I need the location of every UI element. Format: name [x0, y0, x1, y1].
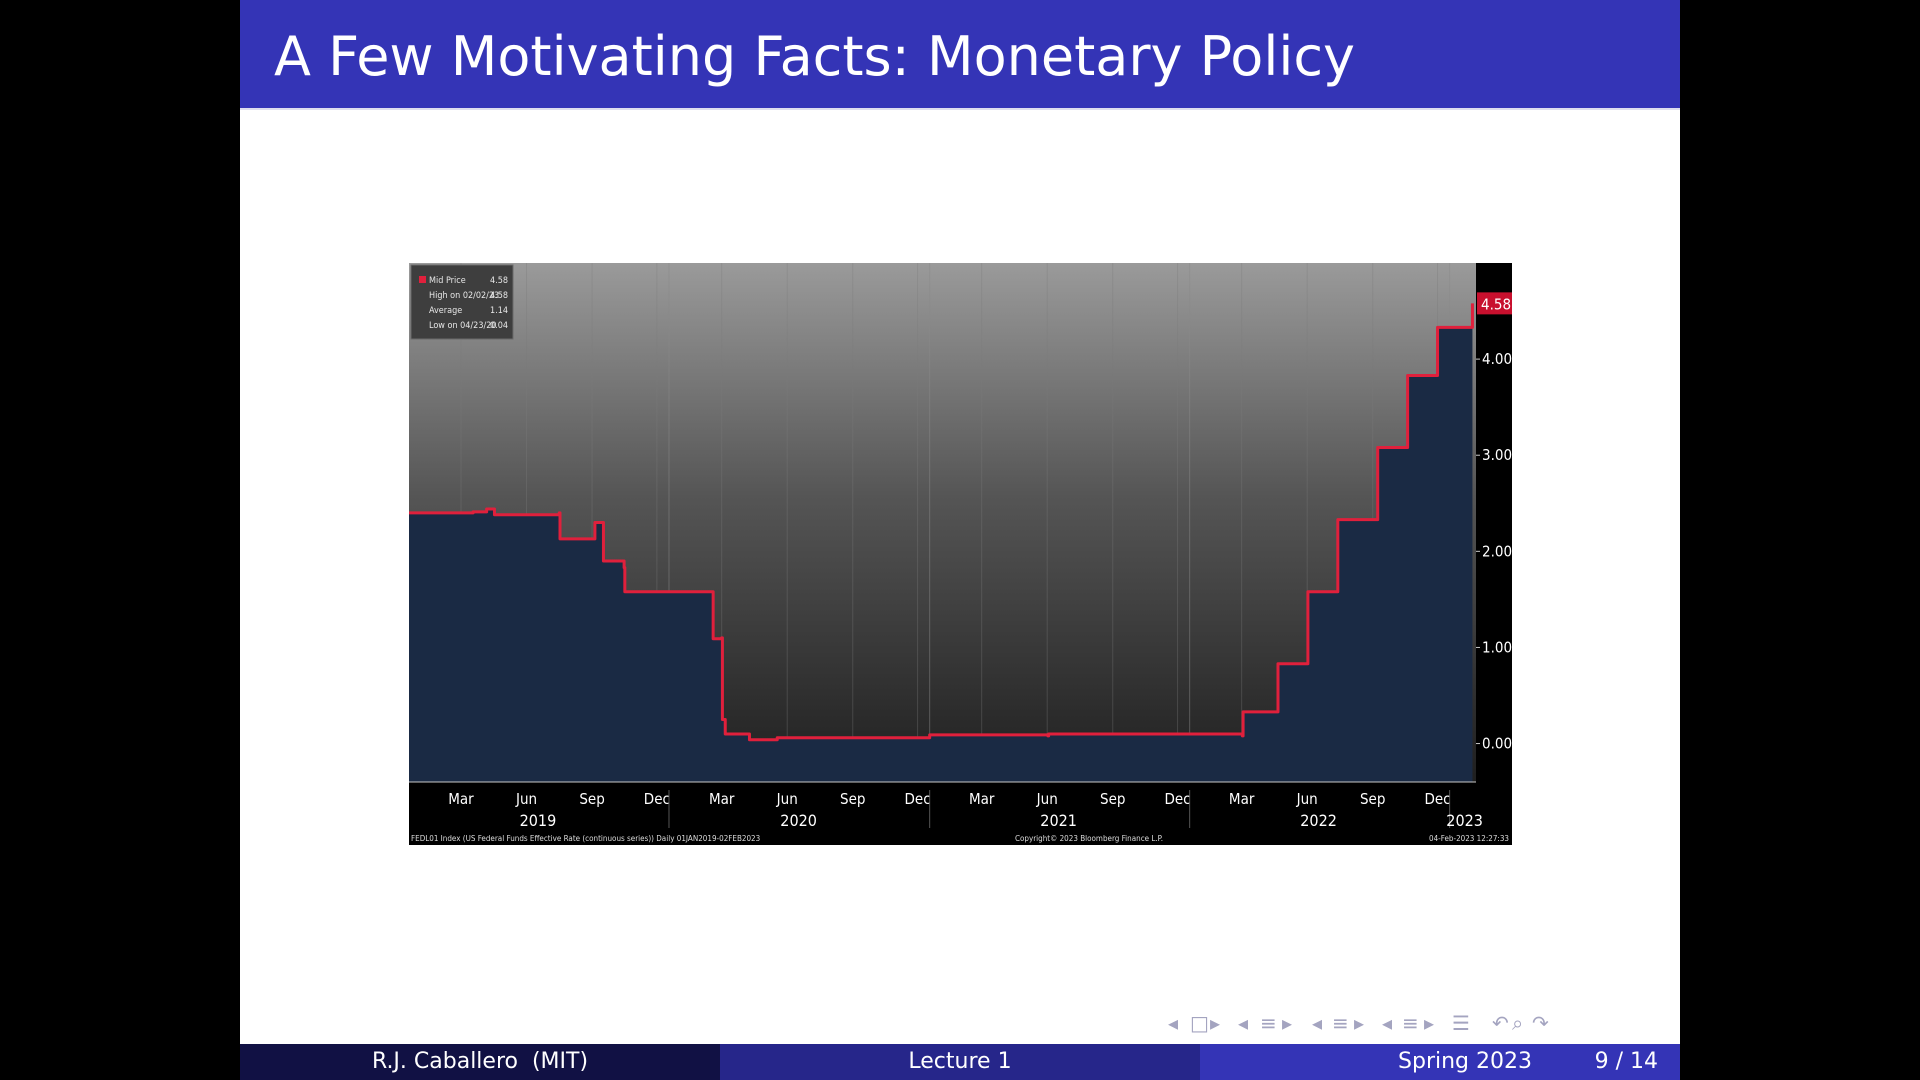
footer-author: R.J. Caballero (MIT) [371, 1049, 589, 1074]
next-arrow-icon[interactable]: ▸ [1354, 1011, 1365, 1035]
rate-area [409, 303, 1473, 782]
prev-arrow-icon[interactable]: ◂ [1168, 1011, 1179, 1035]
forward-icon[interactable]: ↷ [1532, 1011, 1549, 1035]
x-year-label: 2022 [1300, 811, 1337, 830]
y-tick-label: 2.00 [1482, 542, 1512, 560]
footer-lecture-section: Lecture 1 [720, 1044, 1200, 1080]
subsection-icon[interactable]: ≡ [1260, 1011, 1277, 1035]
footer-date-section: Spring 2023 9 / 14 [1200, 1044, 1680, 1080]
title-bar: A Few Motivating Facts: Monetary Policy [240, 0, 1680, 110]
footer-date: Spring 2023 [1398, 1049, 1532, 1074]
legend-label: Mid Price [429, 276, 466, 286]
legend-value: 0.04 [490, 321, 508, 331]
x-month-label: Sep [840, 790, 865, 808]
last-value-badge [1477, 292, 1512, 315]
x-month-label: Mar [1229, 790, 1255, 808]
footer-author-section: R.J. Caballero (MIT) [240, 1044, 720, 1080]
x-year-label: 2023 [1446, 811, 1483, 830]
slide-title: A Few Motivating Facts: Monetary Policy [274, 25, 1356, 88]
y-tick-label: 3.00 [1482, 446, 1512, 464]
slide-footer: R.J. Caballero (MIT) Lecture 1 Spring 20… [240, 1044, 1680, 1080]
search-icon[interactable]: ⌕ [1512, 1011, 1524, 1035]
timestamp-note: 04-Feb-2023 12:27:33 [1429, 834, 1509, 843]
frame-icon[interactable]: □ [1190, 1011, 1209, 1035]
y-tick-label: 0.00 [1482, 735, 1512, 753]
prev-arrow-icon[interactable]: ◂ [1312, 1011, 1323, 1035]
x-month-label: Sep [579, 790, 604, 808]
x-year-label: 2019 [520, 811, 557, 830]
x-month-label: Sep [1360, 790, 1385, 808]
beamer-navigation: ◂ □ ▸ ◂ ≡ ▸ ◂ ≡ ▸ ◂ ≡ ▸ ☰ ↶ ⌕ ↷ [240, 1005, 1680, 1043]
legend-value: 1.14 [490, 306, 508, 316]
last-value-label: 4.58 [1481, 295, 1511, 313]
copyright-note: Copyright© 2023 Bloomberg Finance L.P. [1015, 834, 1163, 843]
y-tick-label: 1.00 [1482, 638, 1512, 656]
x-year-label: 2020 [780, 811, 817, 830]
x-month-label: Dec [905, 790, 931, 808]
x-month-label: Sep [1100, 790, 1125, 808]
chart-legend [410, 264, 514, 340]
x-month-label: Jun [1036, 790, 1058, 808]
legend-label: High on 02/02/23 [429, 291, 499, 301]
x-month-label: Mar [969, 790, 995, 808]
x-month-label: Mar [448, 790, 474, 808]
legend-label: Average [429, 306, 462, 316]
legend-value: 4.58 [490, 291, 508, 301]
x-month-label: Dec [1164, 790, 1190, 808]
x-month-label: Jun [1296, 790, 1318, 808]
legend-value: 4.58 [490, 276, 508, 286]
legend-swatch [419, 276, 426, 283]
next-arrow-icon[interactable]: ▸ [1282, 1011, 1293, 1035]
rate-line [409, 303, 1474, 742]
next-arrow-icon[interactable]: ▸ [1424, 1011, 1435, 1035]
rate-chart: 0.00 1.00 2.00 3.00 4.00 4.58 Mar Jun Sep Dec Ma… [409, 263, 1512, 845]
back-icon[interactable]: ↶ [1492, 1011, 1509, 1035]
x-axis-panel [409, 782, 1512, 845]
source-note: FEDL01 Index (US Federal Funds Effective… [411, 834, 760, 843]
footer-lecture: Lecture 1 [908, 1049, 1012, 1074]
prev-arrow-icon[interactable]: ◂ [1238, 1011, 1249, 1035]
next-arrow-icon[interactable]: ▸ [1210, 1011, 1221, 1035]
x-month-label: Jun [776, 790, 798, 808]
footer-page-number: 9 / 14 [1594, 1049, 1658, 1074]
x-month-label: Jun [515, 790, 537, 808]
slide: A Few Motivating Facts: Monetary Policy [240, 0, 1680, 1080]
x-month-label: Dec [644, 790, 670, 808]
y-axis-panel [1476, 263, 1512, 782]
prev-arrow-icon[interactable]: ◂ [1382, 1011, 1393, 1035]
x-month-label: Mar [709, 790, 735, 808]
chart-canvas: 0.00 1.00 2.00 3.00 4.00 4.58 Mar Jun Sep Dec Ma… [409, 263, 1512, 845]
x-month-label: Dec [1424, 790, 1450, 808]
y-tick-label: 4.00 [1482, 350, 1512, 368]
legend-label: Low on 04/23/20 [429, 321, 497, 331]
document-icon[interactable]: ≡ [1402, 1011, 1419, 1035]
section-icon[interactable]: ≡ [1332, 1011, 1349, 1035]
menu-icon[interactable]: ☰ [1452, 1011, 1470, 1035]
x-year-label: 2021 [1040, 811, 1077, 830]
